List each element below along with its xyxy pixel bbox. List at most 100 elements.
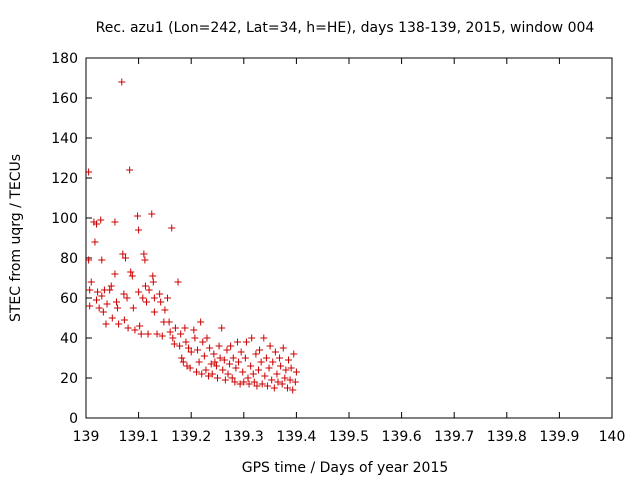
data-point [176, 342, 184, 350]
data-point [281, 374, 289, 382]
x-tick-label: 140 [599, 429, 626, 445]
data-point [149, 278, 157, 286]
data-point [170, 340, 178, 348]
data-point [166, 328, 174, 336]
data-point [165, 318, 173, 326]
data-point [214, 374, 221, 382]
data-point [233, 338, 241, 346]
data-point [283, 384, 291, 392]
data-point [129, 304, 137, 312]
data-point [221, 376, 229, 384]
data-point [235, 358, 243, 366]
data-point [157, 298, 165, 306]
x-tick-label: 139 [73, 429, 100, 445]
data-point [179, 358, 187, 366]
data-point [120, 290, 128, 298]
data-point [168, 224, 176, 232]
data-point [237, 348, 245, 356]
data-point [277, 362, 285, 370]
data-point [257, 358, 265, 366]
data-point [140, 250, 148, 258]
data-point [249, 370, 257, 378]
data-point [273, 370, 281, 378]
data-point [271, 348, 279, 356]
data-point [207, 360, 215, 368]
data-point [224, 370, 232, 378]
chart-title: Rec. azu1 (Lon=242, Lat=34, h=HE), days … [96, 20, 595, 36]
data-point [279, 344, 287, 352]
data-point [219, 366, 227, 374]
data-point [208, 370, 216, 378]
y-tick-label: 40 [60, 331, 78, 347]
data-point [220, 356, 228, 364]
data-point [126, 166, 134, 174]
data-point [142, 298, 150, 306]
data-point [289, 386, 297, 394]
data-point [111, 218, 119, 226]
data-point [178, 354, 186, 362]
data-point [216, 354, 224, 362]
data-point [186, 364, 194, 372]
data-point [241, 354, 249, 362]
data-point [141, 256, 149, 264]
data-point [262, 354, 270, 362]
data-point [285, 356, 293, 364]
data-point [253, 382, 261, 390]
data-point [91, 238, 99, 246]
data-point [171, 324, 179, 332]
data-point [107, 282, 115, 290]
data-point [231, 378, 239, 386]
data-point [256, 346, 264, 354]
data-point [192, 368, 200, 376]
x-tick-label: 139.2 [171, 429, 211, 445]
data-point [119, 250, 127, 258]
data-point [150, 308, 158, 316]
data-point [114, 304, 122, 312]
data-point [99, 308, 107, 316]
data-point [250, 378, 258, 386]
data-point [164, 294, 172, 302]
data-point [240, 378, 248, 386]
data-point [269, 358, 277, 366]
data-point [177, 330, 185, 338]
data-point [260, 334, 268, 342]
data-point [139, 294, 147, 302]
data-point [113, 298, 121, 306]
data-point [205, 372, 213, 380]
data-point [195, 358, 203, 366]
data-point [228, 374, 236, 382]
y-tick-label: 60 [60, 291, 78, 307]
x-tick-label: 139.9 [539, 429, 579, 445]
data-point [136, 322, 144, 330]
data-point [102, 320, 110, 328]
data-point [187, 348, 195, 356]
data-point [149, 272, 157, 280]
y-tick-label: 20 [60, 371, 78, 387]
data-point [98, 256, 106, 264]
data-point [145, 286, 153, 294]
data-point [115, 320, 123, 328]
data-point [292, 368, 300, 376]
data-point [144, 330, 152, 338]
data-point [247, 362, 255, 370]
x-tick-label: 139.4 [276, 429, 316, 445]
data-point [93, 220, 101, 228]
data-point [123, 294, 131, 302]
x-tick-label: 139.5 [329, 429, 369, 445]
data-point [103, 300, 111, 308]
x-tick-label: 139.3 [224, 429, 264, 445]
data-point [120, 316, 128, 324]
data-point [131, 326, 139, 334]
plot-frame [85, 57, 613, 419]
data-point [137, 330, 145, 338]
data-point [202, 366, 210, 374]
data-point [223, 346, 231, 354]
y-axis-label: STEC from uqrg / TECUs [8, 154, 24, 322]
data-point [185, 344, 193, 352]
data-point [111, 270, 119, 278]
data-point [182, 338, 190, 346]
data-point [268, 376, 276, 384]
data-point [287, 364, 295, 372]
data-point [200, 352, 208, 360]
data-point [211, 358, 219, 366]
